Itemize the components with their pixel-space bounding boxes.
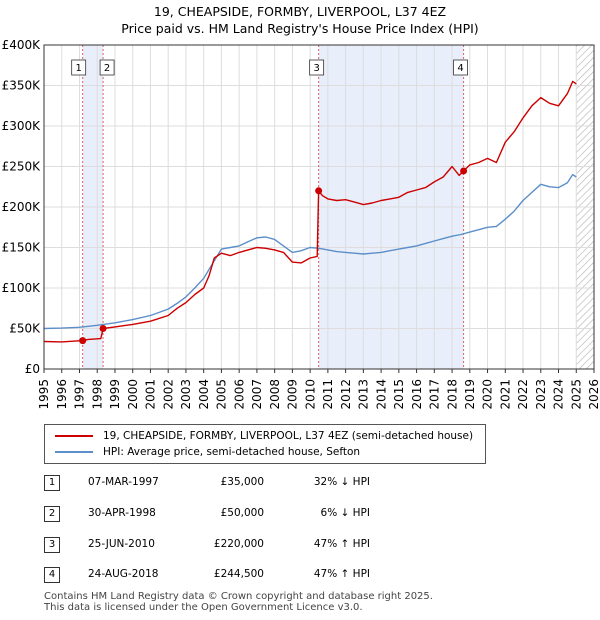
- price-series-line: [44, 80, 577, 343]
- x-tick-label: 2023: [534, 379, 548, 410]
- x-tick-label: 2021: [498, 379, 512, 410]
- x-tick-label: 2006: [232, 379, 246, 410]
- transaction-row: 2 30-APR-1998 £50,000 6% ↓ HPI: [44, 506, 484, 524]
- y-tick-label: £150K: [2, 241, 42, 255]
- transaction-row: 1 07-MAR-1997 £35,000 32% ↓ HPI: [44, 475, 484, 493]
- transaction-date: 24-AUG-2018: [88, 568, 159, 580]
- chart-subtitle: Price paid vs. HM Land Registry's House …: [121, 21, 479, 36]
- transaction-number: 1: [44, 475, 60, 491]
- sale-point: [315, 187, 323, 195]
- x-tick-label: 2017: [428, 379, 442, 410]
- transaction-date: 07-MAR-1997: [88, 476, 159, 488]
- x-tick-label: 1999: [108, 379, 122, 410]
- transaction-price: £35,000: [220, 476, 264, 488]
- sale-label-number: 1: [75, 63, 81, 74]
- x-tick-label: 2010: [303, 379, 317, 410]
- transaction-date: 30-APR-1998: [88, 507, 156, 519]
- x-tick-label: 2016: [410, 379, 424, 410]
- x-tick-label: 2026: [587, 379, 600, 410]
- x-tick-label: 2005: [215, 379, 229, 410]
- x-tick-label: 2002: [161, 379, 175, 410]
- x-tick-label: 1998: [90, 379, 104, 410]
- x-tick-label: 2020: [481, 379, 495, 410]
- legend-item-price: 19, CHEAPSIDE, FORMBY, LIVERPOOL, L37 4E…: [55, 428, 473, 444]
- price-chart: £0 £50K £100K £150K £200K £250K £300K £350K £400…: [2, 38, 600, 410]
- x-tick-label: 2000: [126, 379, 140, 410]
- transaction-number: 3: [44, 537, 60, 553]
- x-tick-label: 2019: [463, 379, 477, 410]
- footer-licence: This data is licensed under the Open Gov…: [44, 602, 363, 613]
- y-tick-label: £350K: [2, 79, 42, 93]
- x-tick-label: 2013: [357, 379, 371, 410]
- y-tick-label: £400K: [2, 38, 42, 52]
- transaction-price: £50,000: [220, 507, 264, 519]
- x-tick-label: 1995: [37, 379, 51, 410]
- footer-copyright: Contains HM Land Registry data © Crown c…: [44, 591, 433, 602]
- y-tick-label: £250K: [2, 160, 42, 174]
- y-tick-label: £100K: [2, 281, 42, 295]
- legend-swatch-hpi: [55, 451, 93, 453]
- legend-label-price: 19, CHEAPSIDE, FORMBY, LIVERPOOL, L37 4E…: [103, 430, 474, 442]
- legend-item-hpi: HPI: Average price, semi-detached house,…: [55, 444, 360, 460]
- y-tick-label: £50K: [9, 322, 41, 336]
- transaction-row: 4 24-AUG-2018 £244,500 47% ↑ HPI: [44, 567, 484, 585]
- x-tick-label: 2011: [321, 379, 335, 410]
- sale-label-number: 4: [457, 63, 463, 74]
- x-tick-label: 2014: [374, 379, 388, 410]
- sale-label-box: [453, 59, 468, 76]
- x-tick-label: 2022: [516, 379, 530, 410]
- x-tick-label: 2007: [250, 379, 264, 410]
- x-tick-label: 2008: [268, 379, 282, 410]
- transaction-hpi: 32% ↓ HPI: [313, 476, 370, 488]
- sale-label-box: [309, 59, 325, 76]
- transaction-hpi: 6% ↓ HPI: [320, 507, 370, 519]
- transaction-number: 2: [44, 506, 60, 522]
- transaction-price: £220,000: [213, 538, 264, 550]
- legend: 19, CHEAPSIDE, FORMBY, LIVERPOOL, L37 4E…: [44, 424, 486, 464]
- sale-label-number: 3: [313, 63, 319, 74]
- plot-frame: [43, 44, 595, 370]
- hpi-series-line: [44, 173, 577, 330]
- x-tick-label: 2015: [392, 379, 406, 410]
- x-tick-label: 1996: [55, 379, 69, 410]
- x-tick-label: 2024: [552, 379, 566, 410]
- transaction-hpi: 47% ↑ HPI: [313, 568, 370, 580]
- x-tick-label: 2004: [197, 379, 211, 410]
- transaction-price: £244,500: [213, 568, 264, 580]
- legend-swatch-price: [55, 435, 93, 437]
- chart-title: 19, CHEAPSIDE, FORMBY, LIVERPOOL, L37 4E…: [153, 4, 447, 19]
- x-tick-label: 2018: [445, 379, 459, 410]
- sale-point: [460, 167, 468, 175]
- sale-label-box: [71, 59, 87, 76]
- x-tick-label: 2003: [179, 379, 193, 410]
- y-tick-label: £300K: [2, 119, 42, 133]
- sale-point: [79, 337, 87, 345]
- y-tick-label: £0: [25, 362, 40, 376]
- series-group: [44, 80, 577, 343]
- sale-point: [99, 325, 107, 332]
- transaction-row: 3 25-JUN-2010 £220,000 47% ↑ HPI: [44, 537, 484, 555]
- sale-label-number: 2: [104, 63, 110, 74]
- legend-label-hpi: HPI: Average price, semi-detached house,…: [103, 446, 361, 458]
- x-tick-label: 2025: [569, 379, 583, 410]
- sale-label-box: [99, 59, 115, 76]
- x-tick-label: 2009: [286, 379, 300, 410]
- x-tick-label: 1997: [73, 379, 87, 410]
- y-tick-label: £200K: [2, 200, 42, 214]
- x-tick-label: 2012: [339, 379, 353, 410]
- x-tick-label: 2001: [144, 379, 158, 410]
- transaction-date: 25-JUN-2010: [88, 538, 155, 550]
- transaction-hpi: 47% ↑ HPI: [313, 538, 370, 550]
- transaction-number: 4: [44, 567, 60, 583]
